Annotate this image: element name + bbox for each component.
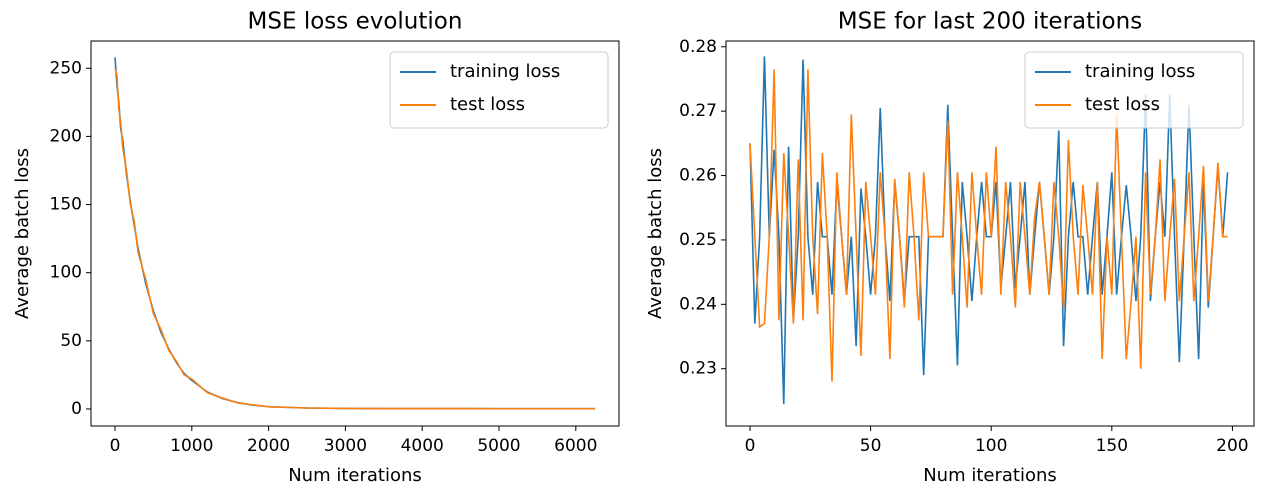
chart-title: MSE for last 200 iterations xyxy=(838,9,1142,35)
y-tick-label: 200 xyxy=(50,126,82,146)
legend-box xyxy=(1024,51,1244,129)
legend-label: training loss xyxy=(450,61,560,82)
legend-box xyxy=(389,51,609,129)
y-tick-label: 250 xyxy=(50,58,82,78)
y-tick-label: 0.23 xyxy=(679,359,717,379)
y-tick-label: 50 xyxy=(60,331,82,351)
x-tick-label: 50 xyxy=(860,436,882,456)
series-line xyxy=(749,69,1228,382)
y-tick-label: 0.27 xyxy=(679,101,717,121)
y-tick-label: 0 xyxy=(71,399,82,419)
legend-label: test loss xyxy=(1085,94,1160,115)
plot-frame xyxy=(90,40,620,427)
y-tick-label: 0.26 xyxy=(679,166,717,186)
y-tick-label: 0.24 xyxy=(679,294,717,314)
y-axis-label: Average batch loss xyxy=(12,148,33,319)
series-line xyxy=(749,56,1229,405)
x-tick-label: 5000 xyxy=(477,436,520,456)
y-tick-label: 0.25 xyxy=(679,230,717,250)
chart-title: MSE loss evolution xyxy=(248,9,463,35)
x-tick-label: 0 xyxy=(745,436,756,456)
x-axis-label: Num iterations xyxy=(923,465,1057,486)
x-tick-label: 1000 xyxy=(170,436,213,456)
x-axis-label: Num iterations xyxy=(288,465,422,486)
x-tick-label: 0 xyxy=(110,436,121,456)
legend-label: test loss xyxy=(450,94,525,115)
x-tick-label: 200 xyxy=(1216,436,1248,456)
legend: training loss test loss xyxy=(389,51,609,129)
legend: training loss test loss xyxy=(1024,51,1244,129)
x-tick-label: 150 xyxy=(1096,436,1128,456)
plot-frame xyxy=(725,40,1255,427)
legend-label: training loss xyxy=(1085,61,1195,82)
x-tick-label: 6000 xyxy=(554,436,597,456)
y-tick-label: 0.28 xyxy=(679,37,717,57)
y-tick-label: 150 xyxy=(50,195,82,215)
y-axis-label: Average batch loss xyxy=(645,148,666,319)
series-line xyxy=(114,68,595,410)
x-tick-label: 3000 xyxy=(324,436,367,456)
y-tick-label: 100 xyxy=(50,263,82,283)
x-tick-label: 2000 xyxy=(247,436,290,456)
x-tick-label: 4000 xyxy=(401,436,444,456)
x-tick-label: 100 xyxy=(975,436,1007,456)
